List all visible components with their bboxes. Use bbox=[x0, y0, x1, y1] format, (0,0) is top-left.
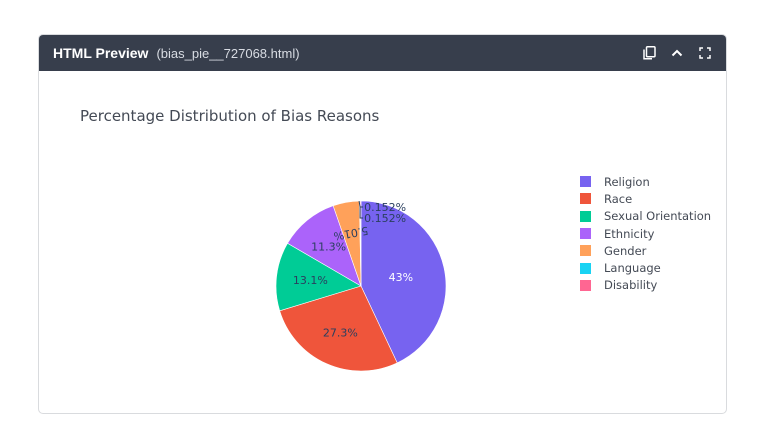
preview-title: HTML Preview bbox=[53, 45, 149, 61]
preview-card: HTML Preview (bias_pie__727068.html) Per… bbox=[38, 34, 727, 414]
slice-label: 13.1% bbox=[293, 274, 328, 287]
legend-label: Gender bbox=[604, 243, 647, 258]
fullscreen-icon[interactable] bbox=[698, 46, 712, 60]
legend-item-language[interactable]: Language bbox=[580, 259, 711, 276]
copy-icon[interactable] bbox=[642, 46, 656, 60]
slice-label-outside: 0.152% bbox=[364, 201, 406, 214]
preview-header: HTML Preview (bias_pie__727068.html) bbox=[39, 35, 726, 71]
legend-label: Ethnicity bbox=[604, 226, 655, 241]
legend-swatch bbox=[580, 228, 591, 240]
legend-swatch bbox=[580, 245, 591, 257]
legend-swatch bbox=[580, 210, 591, 222]
legend-item-race[interactable]: Race bbox=[580, 190, 711, 207]
label-leader-line bbox=[358, 200, 364, 219]
preview-filename: (bias_pie__727068.html) bbox=[156, 45, 300, 61]
legend-item-religion[interactable]: Religion bbox=[580, 173, 711, 190]
legend-item-gender[interactable]: Gender bbox=[580, 242, 711, 259]
slice-label: 11.3% bbox=[311, 241, 346, 254]
legend-label: Religion bbox=[604, 174, 650, 189]
legend-swatch bbox=[580, 176, 591, 188]
pie-slice-religion[interactable] bbox=[360, 200, 447, 364]
legend-item-disability[interactable]: Disability bbox=[580, 277, 711, 294]
slice-label: 43% bbox=[389, 271, 413, 284]
legend-label: Language bbox=[604, 261, 661, 276]
legend-item-sexual-orientation[interactable]: Sexual Orientation bbox=[580, 208, 711, 225]
chart-legend: Religion Race Sexual Orientation Ethnicity G… bbox=[580, 173, 711, 294]
legend-item-ethnicity[interactable]: Ethnicity bbox=[580, 225, 711, 242]
pie-chart: 43%27.3%13.1%11.3%5.01%0.152%0.152% bbox=[275, 200, 447, 372]
legend-label: Sexual Orientation bbox=[604, 209, 712, 224]
slice-label-outside: 0.152% bbox=[364, 212, 406, 225]
pie-slice-sexual-orientation[interactable] bbox=[275, 242, 362, 312]
legend-swatch bbox=[580, 262, 591, 274]
legend-swatch bbox=[580, 279, 591, 291]
chart-title: Percentage Distribution of Bias Reasons bbox=[80, 107, 380, 125]
legend-swatch bbox=[580, 193, 591, 205]
legend-label: Race bbox=[604, 191, 633, 206]
pie-slice-disability[interactable] bbox=[359, 200, 362, 287]
pie-slice-race[interactable] bbox=[279, 285, 398, 372]
legend-label: Disability bbox=[604, 278, 658, 293]
chevron-up-icon[interactable] bbox=[670, 46, 684, 60]
slice-label: 27.3% bbox=[323, 327, 358, 340]
